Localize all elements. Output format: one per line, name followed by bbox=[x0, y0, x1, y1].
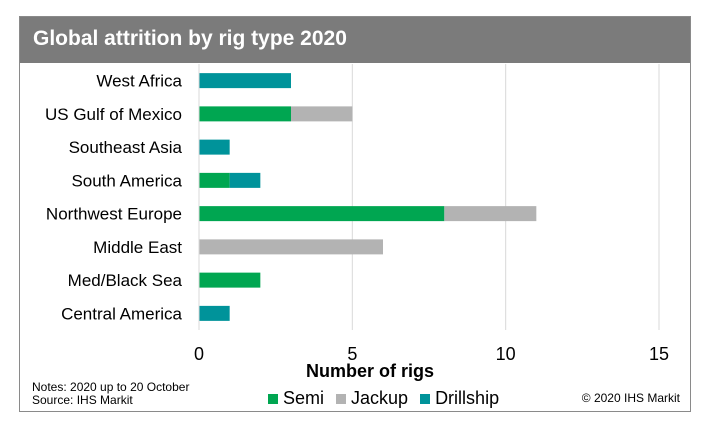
y-category-label: Med/Black Sea bbox=[68, 271, 183, 290]
legend-swatch-semi bbox=[268, 393, 278, 404]
y-category-label: Middle East bbox=[93, 238, 182, 257]
bar-jackup bbox=[444, 206, 537, 222]
notes-line: Notes: 2020 up to 20 October bbox=[32, 380, 190, 394]
x-tick-label: 0 bbox=[194, 344, 204, 364]
legend-item-drillship: Drillship bbox=[420, 388, 499, 409]
legend-swatch-drillship bbox=[420, 393, 431, 404]
bar-drillship bbox=[199, 305, 230, 321]
legend-label-semi: Semi bbox=[283, 388, 325, 408]
y-category-label: US Gulf of Mexico bbox=[45, 105, 182, 124]
legend: Semi Jackup Drillship bbox=[268, 388, 511, 409]
legend-item-semi: Semi bbox=[268, 388, 324, 409]
bar-drillship bbox=[199, 139, 230, 155]
source-line: Source: IHS Markit bbox=[32, 393, 133, 407]
legend-label-drillship: Drillship bbox=[435, 388, 500, 408]
bar-semi bbox=[199, 172, 230, 188]
legend-swatch-jackup bbox=[336, 393, 347, 404]
bar-semi bbox=[199, 272, 261, 288]
y-category-label: Central America bbox=[61, 304, 182, 323]
title-bar: Global attrition by rig type 2020 bbox=[20, 17, 690, 63]
y-category-label: Northwest Europe bbox=[46, 205, 182, 224]
chart-title: Global attrition by rig type 2020 bbox=[33, 27, 347, 50]
legend-item-jackup: Jackup bbox=[336, 388, 408, 409]
legend-label-jackup: Jackup bbox=[351, 388, 409, 408]
x-tick-label: 15 bbox=[649, 344, 669, 364]
bar-jackup bbox=[291, 106, 353, 122]
bar-drillship bbox=[199, 73, 291, 89]
x-tick-label: 10 bbox=[496, 344, 516, 364]
copyright-text: © 2020 IHS Markit bbox=[581, 391, 680, 405]
x-tick-label: 5 bbox=[347, 344, 357, 364]
bar-drillship bbox=[229, 172, 261, 188]
chart-frame: Global attrition by rig type 2020 bbox=[19, 16, 691, 412]
y-category-label: Southeast Asia bbox=[69, 138, 183, 157]
y-category-label: South America bbox=[71, 171, 182, 190]
bar-jackup bbox=[199, 239, 383, 255]
x-axis-label: Number of rigs bbox=[305, 361, 434, 381]
y-category-label: West Africa bbox=[96, 72, 182, 91]
bar-semi bbox=[199, 206, 445, 222]
bar-semi bbox=[199, 106, 291, 122]
